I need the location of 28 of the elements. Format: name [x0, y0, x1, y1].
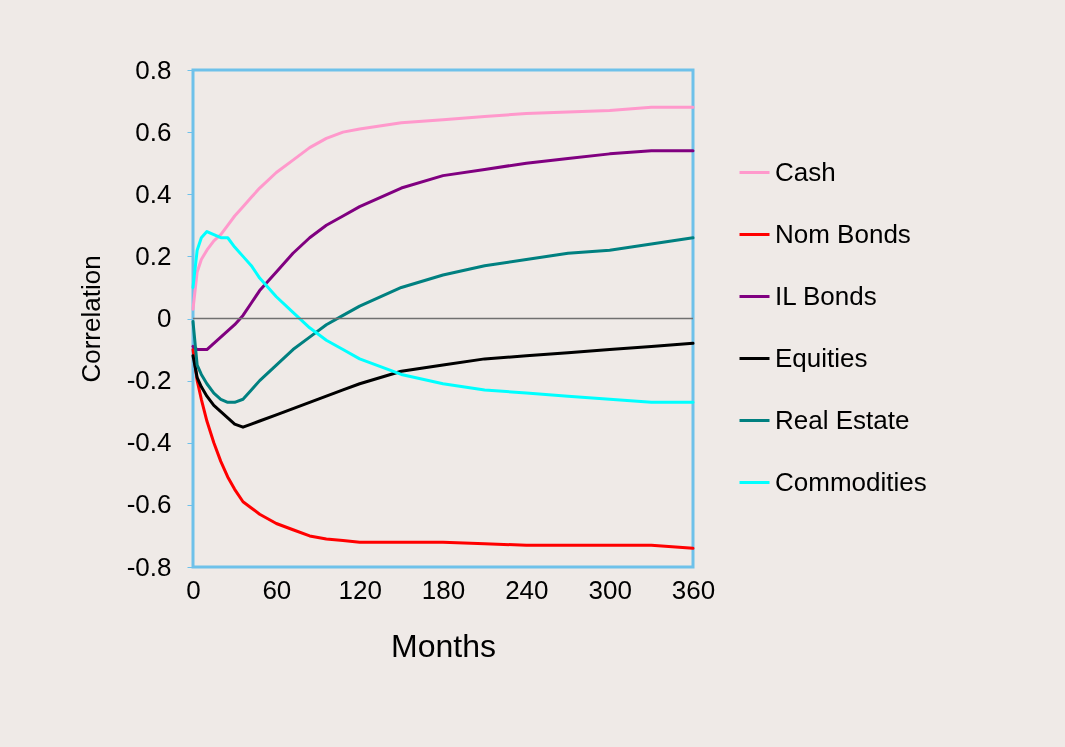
line-series: [191, 149, 695, 352]
y-tick-label: -0.6: [126, 489, 172, 520]
x-axis-title: Months: [391, 627, 496, 664]
x-tick-label: 0: [186, 574, 201, 605]
x-tick-label: 360: [671, 574, 716, 605]
legend-label: Commodities: [775, 466, 927, 497]
y-axis-title: Correlation: [75, 255, 106, 383]
line-series: [191, 105, 695, 311]
line-series: [191, 341, 695, 429]
legend-label: Nom Bonds: [775, 218, 911, 249]
x-tick-label: 180: [421, 574, 466, 605]
y-tick-label: -0.4: [126, 427, 172, 458]
y-tick-label: 0.6: [135, 116, 172, 147]
legend-label: Cash: [775, 156, 836, 187]
y-tick-label: 0.2: [135, 240, 172, 271]
x-tick-label: 120: [338, 574, 382, 605]
legend-label: Real Estate: [775, 404, 910, 435]
y-tick-label: -0.2: [126, 365, 172, 396]
y-tick-label: 0.8: [135, 54, 172, 85]
line-series: [191, 348, 695, 550]
legend-label: Equities: [775, 342, 868, 373]
x-tick-label: 240: [505, 574, 549, 605]
legend-label: IL Bonds: [775, 280, 877, 311]
y-tick-label: 0: [157, 303, 172, 333]
x-tick-label: 300: [588, 574, 632, 605]
y-tick-label: -0.8: [126, 551, 172, 582]
y-tick-label: 0.4: [135, 178, 172, 209]
x-tick-label: 60: [262, 574, 292, 605]
